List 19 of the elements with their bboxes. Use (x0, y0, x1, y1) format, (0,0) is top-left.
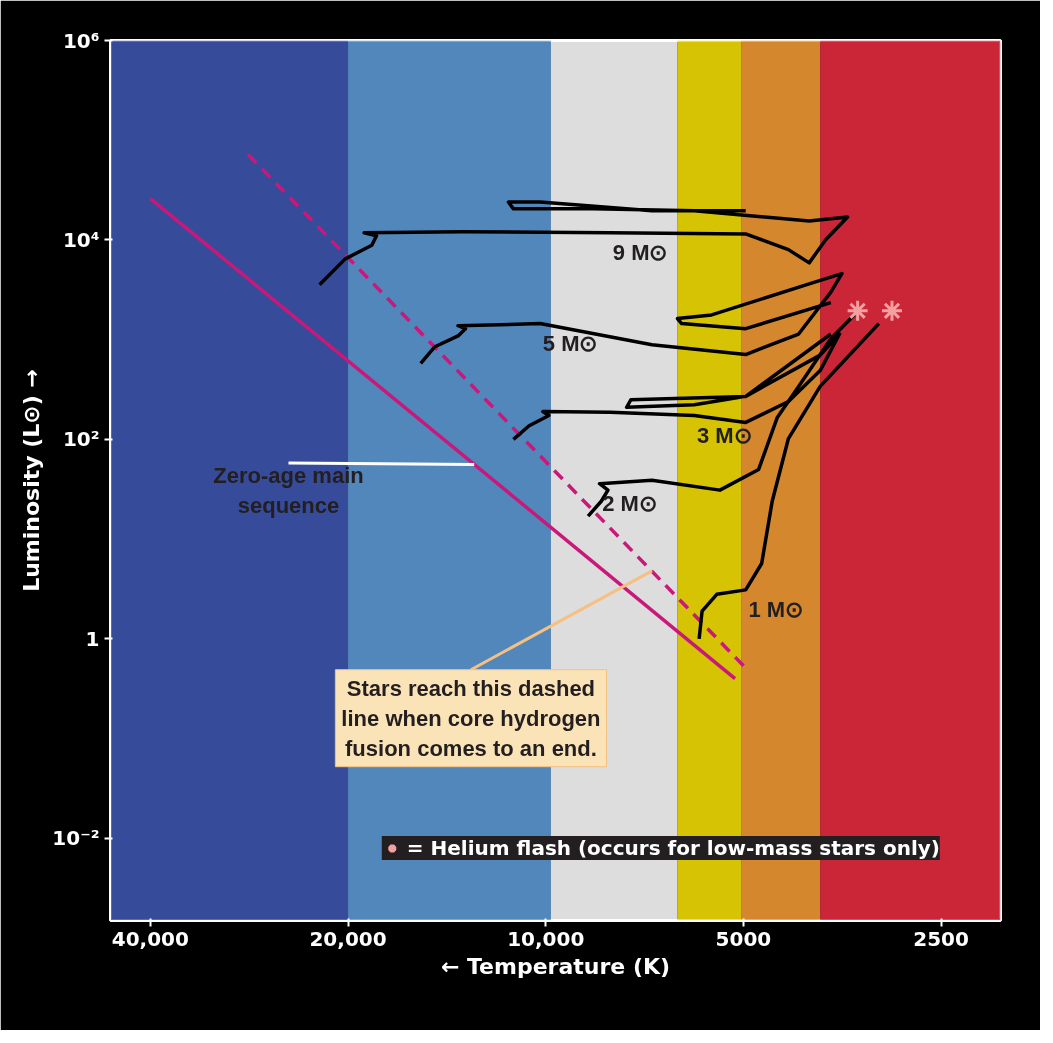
y-tick-label: 1 (85, 626, 100, 651)
x-axis-title: ← Temperature (K) (440, 953, 671, 979)
series-label: 3 M⊙ (697, 422, 752, 448)
series-label: 1 M⊙ (748, 597, 804, 623)
legend-label: = Helium flash (occurs for low-mass stars only) (406, 836, 940, 860)
series-label: 2 M⊙ (602, 491, 657, 517)
y-tick-label: 10² (62, 427, 100, 452)
x-tick-label: 40,000 (111, 926, 189, 951)
x-tick-label: 20,000 (309, 926, 387, 951)
annotation: Zero-age main sequence (213, 462, 364, 518)
annotation: Stars reach this dashed line when core hydrogen fusion comes to an end. (341, 675, 601, 761)
y-axis-title: Luminosity (L⊙) → (19, 369, 45, 592)
y-tick-label: 10⁻² (52, 826, 100, 851)
series-label: 9 M⊙ (612, 240, 668, 266)
x-tick-label: 10,000 (507, 926, 585, 951)
y-tick-label: 10⁴ (62, 227, 100, 252)
y-tick-label: 10⁶ (62, 28, 100, 53)
x-tick-label: 5000 (715, 926, 772, 951)
x-tick-label: 2500 (913, 926, 969, 951)
